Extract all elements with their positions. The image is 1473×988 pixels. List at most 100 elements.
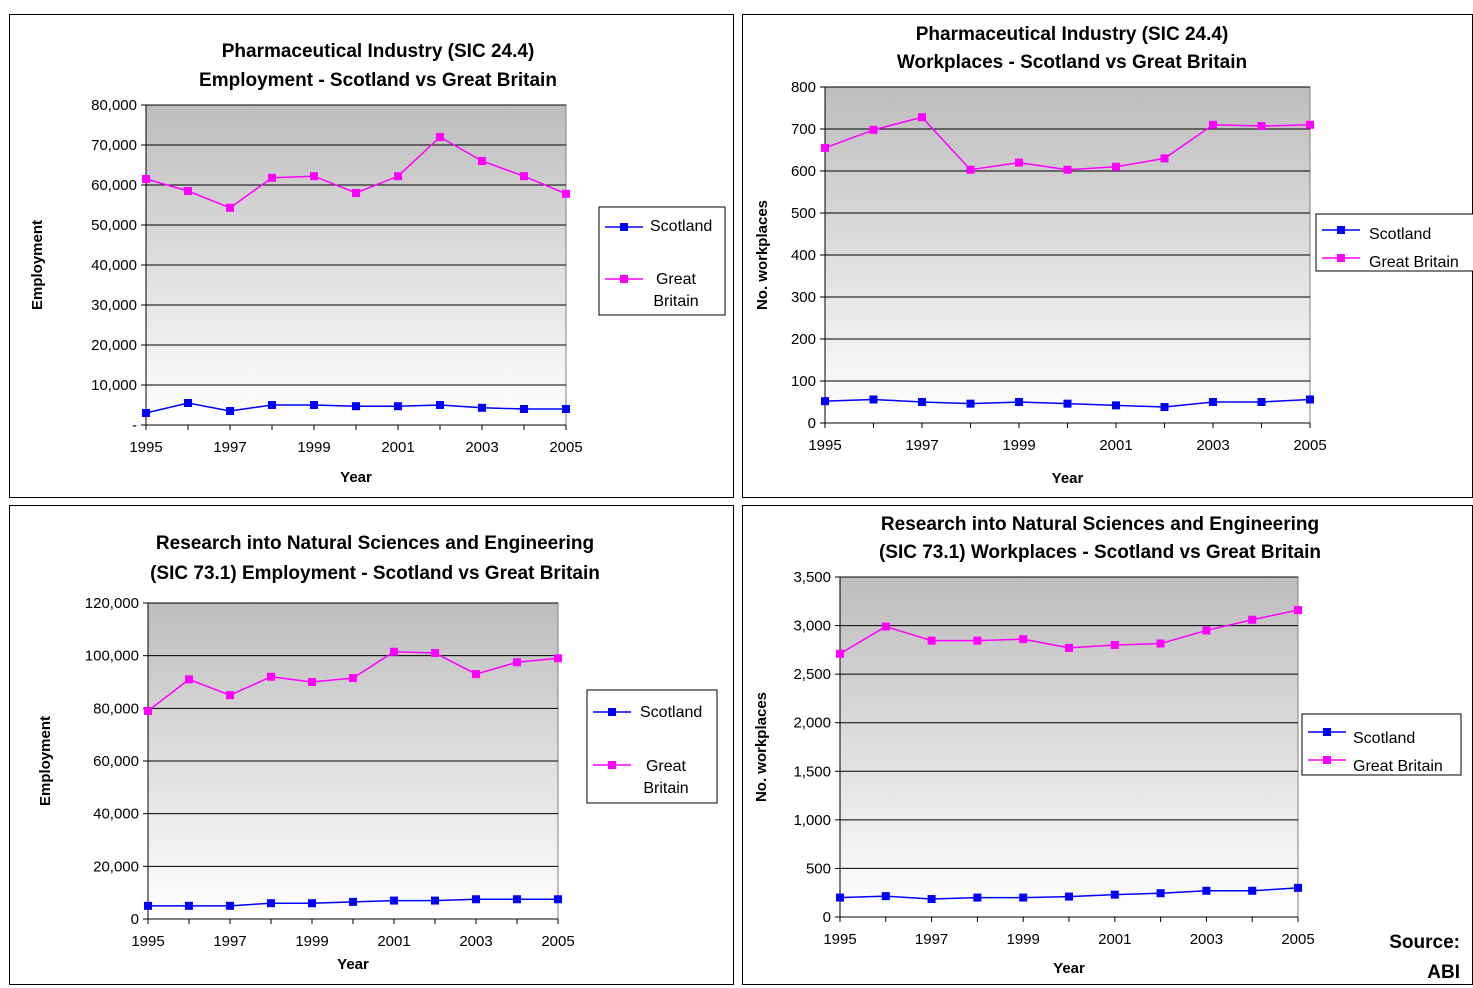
chart-3-title-line: (SIC 73.1) Employment - Scotland vs Grea… [150,563,600,584]
chart-4-point-great-britain [1156,639,1165,648]
chart-1-legend-label: Scotland [650,218,712,235]
chart-3-x-tick-label: 2001 [377,933,410,950]
chart-3-legend-marker [608,708,616,716]
chart-1-y-tick-label: 40,000 [91,257,137,274]
chart-1-point-great-britain [268,173,276,182]
chart-1-point-scotland [268,401,276,409]
chart-4-point-great-britain [836,649,844,658]
chart-2-point-great-britain [918,113,926,122]
chart-2-x-tick-label: 1997 [905,437,938,454]
chart-2-y-tick-label: 700 [791,121,816,138]
chart-2-y-tick-label: 400 [791,247,816,264]
source-value: ABI [1427,962,1460,983]
chart-1-point-scotland [562,405,570,413]
chart-1-x-tick-label: 1995 [129,439,162,456]
chart-2-legend-label: Scotland [1369,226,1431,243]
chart-1-x-tick-label: 2005 [549,439,582,456]
chart-4-y-tick-label: 2,500 [793,666,831,683]
chart-4-point-scotland [1294,883,1302,892]
chart-3-point-scotland [267,899,275,908]
chart-3-y-tick-label: 100,000 [85,648,139,665]
chart-2-point-great-britain [966,165,975,174]
chart-4-title-line: Research into Natural Sciences and Engin… [881,514,1319,535]
chart-4-x-axis-label: Year [1053,960,1085,977]
chart-4-y-tick-label: 2,000 [793,715,831,732]
chart-2-legend-marker [1337,254,1345,262]
chart-4-y-tick-label: 3,500 [793,569,831,586]
chart-4-title-line: (SIC 73.1) Workplaces - Scotland vs Grea… [879,542,1321,563]
chart-1-point-scotland [478,403,486,412]
chart-2-point-scotland [1015,398,1023,406]
chart-3-x-tick-label: 1997 [213,933,246,950]
chart-3-point-scotland [513,895,521,904]
chart-4-x-tick-label: 1995 [823,931,856,948]
chart-2-point-great-britain [1015,158,1023,167]
chart-4-legend-marker [1323,728,1331,736]
chart-1-legend-label: Great [656,271,697,288]
chart-3-y-tick-label: 60,000 [93,753,139,770]
chart-1-point-scotland [226,407,234,415]
chart-1-y-tick-label: 70,000 [91,137,137,154]
chart-1-point-great-britain [226,203,234,212]
chart-3-point-great-britain [308,678,316,686]
chart-1-y-tick-label: 50,000 [91,217,137,234]
chart-2-point-scotland [1209,398,1217,406]
chart-3-point-great-britain [267,672,275,681]
chart-2-point-scotland [966,399,975,408]
chart-2-y-tick-label: 200 [791,331,816,348]
chart-1-point-great-britain [352,189,360,197]
chart-3-point-scotland [554,895,562,904]
chart-4-point-great-britain [1248,615,1257,624]
chart-3-point-great-britain [349,674,357,683]
chart-3-point-great-britain [185,675,193,684]
chart-4-point-scotland [1019,893,1028,902]
source-label: Source: [1389,932,1460,953]
chart-2-x-tick-label: 2003 [1196,437,1229,454]
chart-4-x-tick-label: 2003 [1190,931,1223,948]
chart-1-x-tick-label: 2003 [465,439,498,456]
chart-4-legend-marker [1323,756,1331,764]
chart-2-y-axis-label: No. workplaces [754,200,771,310]
chart-4-point-scotland [1156,889,1165,898]
chart-1-point-great-britain [562,189,570,198]
chart-3-point-scotland [144,901,152,910]
chart-1-y-tick-label: 20,000 [91,337,137,354]
chart-2-point-great-britain [1063,165,1072,174]
chart-4-legend [1301,713,1462,776]
chart-3-point-great-britain [513,658,521,667]
chart-4-y-tick-label: 0 [823,909,831,926]
chart-3-point-scotland [308,899,316,908]
chart-4-point-scotland [1248,886,1257,895]
chart-3-y-tick-label: 40,000 [93,806,139,823]
chart-2-y-tick-label: 500 [791,205,816,222]
chart-1-point-scotland [352,402,360,411]
chart-4-y-tick-label: 1,000 [793,812,831,829]
chart-3-x-axis-label: Year [337,956,369,973]
chart-1-point-scotland [310,401,318,409]
chart-3-point-great-britain [390,647,398,656]
chart-4-y-tick-label: 500 [806,860,831,877]
chart-3-x-tick-label: 2003 [459,933,492,950]
chart-1-point-scotland [184,399,192,407]
chart-1-point-scotland [142,409,150,417]
chart-1-point-great-britain [478,157,486,165]
chart-4-x-tick-label: 2001 [1098,931,1131,948]
chart-2-point-scotland [918,398,926,406]
chart-4-point-great-britain [1202,626,1211,635]
chart-4-legend-label: Scotland [1353,730,1415,747]
chart-2-point-great-britain [1160,154,1169,163]
chart-3-legend-label: Britain [643,780,688,797]
chart-3-point-great-britain [554,654,562,663]
chart-2-y-tick-label: 300 [791,289,816,306]
chart-1-y-tick-label: - [132,417,137,434]
chart-1-legend-marker [620,223,628,231]
chart-1-x-tick-label: 1999 [297,439,330,456]
chart-2-y-tick-label: 0 [808,415,816,432]
chart-2-y-tick-label: 100 [791,373,816,390]
chart-3-point-great-britain [431,649,439,658]
chart-1-x-axis-label: Year [340,469,372,486]
chart-1-point-scotland [436,401,444,409]
chart-1-y-tick-label: 60,000 [91,177,137,194]
chart-4-point-great-britain [881,622,890,631]
